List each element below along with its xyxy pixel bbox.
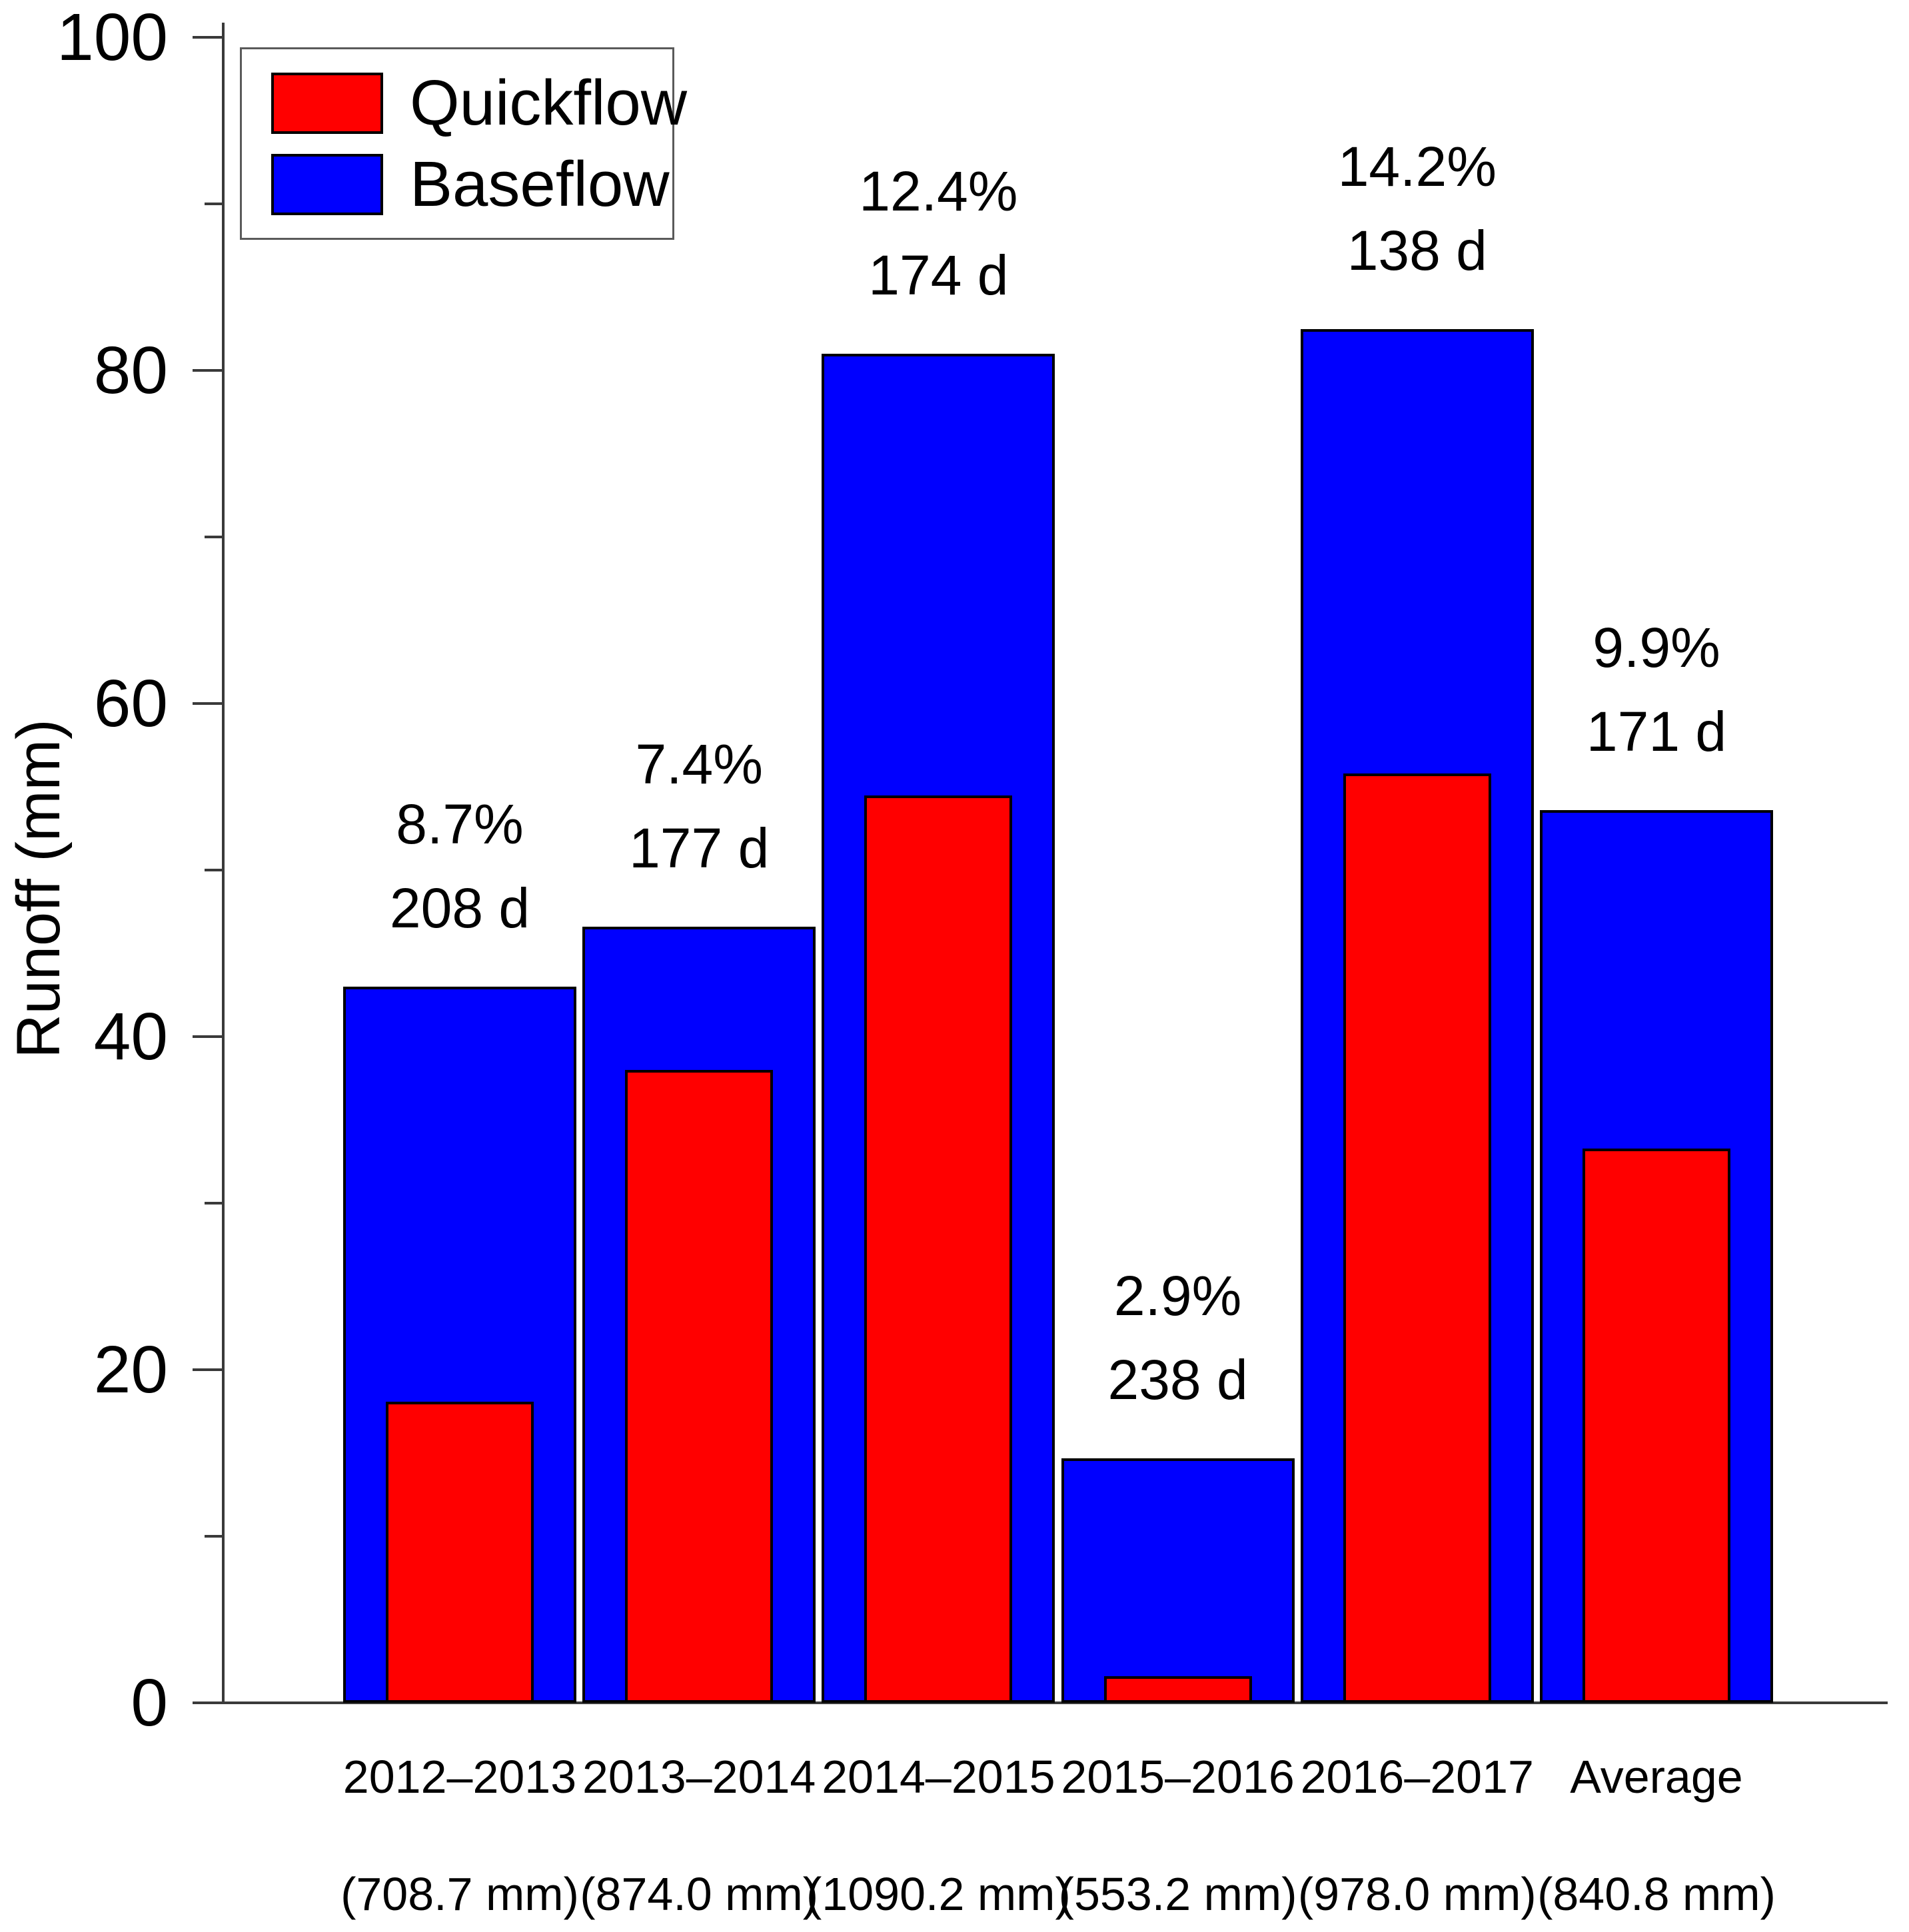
quickflow-bar xyxy=(864,795,1013,1703)
y-minor-tick xyxy=(205,1202,223,1205)
y-axis-line xyxy=(222,23,225,1704)
category-label: 2013–2014 xyxy=(582,1751,816,1803)
y-major-tick xyxy=(193,702,223,705)
annotation-percent: 7.4% xyxy=(635,733,763,795)
bar-annotation: 7.4% 177 d xyxy=(486,722,912,890)
y-tick-label: 80 xyxy=(93,333,168,408)
annotation-percent: 12.4% xyxy=(859,160,1018,223)
bar-annotation: 12.4% 174 d xyxy=(725,149,1151,317)
legend-entry-baseflow: Baseflow xyxy=(271,148,672,220)
baseflow-swatch xyxy=(271,153,383,215)
precip-label: (840.8 mm) xyxy=(1537,1868,1776,1920)
precip-label: (1090.2 mm) xyxy=(806,1868,1071,1920)
legend-entry-quickflow: Quickflow xyxy=(271,71,687,135)
y-tick-label: 100 xyxy=(57,0,168,75)
quickflow-bar xyxy=(1343,773,1491,1703)
legend-label-baseflow: Baseflow xyxy=(410,148,670,220)
y-minor-tick xyxy=(205,869,223,871)
y-major-tick xyxy=(193,36,223,39)
bar-annotation: 14.2% 138 d xyxy=(1204,125,1630,292)
y-tick-label: 40 xyxy=(93,999,168,1074)
bar-annotation: 8.7% 208 d xyxy=(247,782,673,950)
category-label: 2014–2015 xyxy=(822,1751,1055,1803)
x-axis-line xyxy=(222,1701,1888,1704)
category-label: 2016–2017 xyxy=(1300,1751,1534,1803)
baseflow-bar xyxy=(1061,1458,1295,1703)
precip-label: (708.7 mm) xyxy=(340,1868,579,1920)
bar-annotation: 2.9% 238 d xyxy=(965,1254,1391,1422)
y-minor-tick xyxy=(205,1535,223,1538)
legend: Quickflow Baseflow xyxy=(240,47,687,240)
annotation-percent: 14.2% xyxy=(1337,135,1497,198)
category-label: 2012–2013 xyxy=(342,1751,577,1803)
quickflow-bar xyxy=(386,1401,534,1703)
annotation-days: 171 d xyxy=(1586,700,1727,763)
y-tick-label: 60 xyxy=(93,666,168,741)
bar-annotation: 9.9% 171 d xyxy=(1443,606,1870,773)
annotation-percent: 8.7% xyxy=(396,793,524,855)
y-minor-tick xyxy=(205,203,223,205)
category-label: Average xyxy=(1570,1751,1743,1803)
annotation-days: 238 d xyxy=(1107,1348,1248,1411)
annotation-days: 177 d xyxy=(629,817,770,879)
annotation-days: 208 d xyxy=(389,877,530,939)
y-minor-tick xyxy=(205,536,223,538)
annotation-percent: 9.9% xyxy=(1592,616,1720,679)
y-major-tick xyxy=(193,1701,223,1704)
y-tick-label: 0 xyxy=(131,1666,168,1740)
legend-label-quickflow: Quickflow xyxy=(410,67,688,139)
annotation-percent: 2.9% xyxy=(1113,1264,1242,1327)
annotation-days: 138 d xyxy=(1347,219,1487,282)
quickflow-bar xyxy=(1583,1148,1730,1703)
annotation-days: 174 d xyxy=(868,244,1009,306)
precip-label: (874.0 mm) xyxy=(580,1868,819,1920)
y-major-tick xyxy=(193,1035,223,1038)
precip-label: (978.0 mm) xyxy=(1297,1868,1537,1920)
category-label: 2015–2016 xyxy=(1061,1751,1295,1803)
y-major-tick xyxy=(193,369,223,372)
y-tick-label: 20 xyxy=(93,1332,168,1407)
quickflow-swatch xyxy=(271,72,383,134)
precip-label: (553.2 mm) xyxy=(1058,1868,1297,1920)
y-major-tick xyxy=(193,1368,223,1371)
quickflow-bar xyxy=(625,1070,774,1703)
quickflow-bar xyxy=(1103,1676,1252,1703)
